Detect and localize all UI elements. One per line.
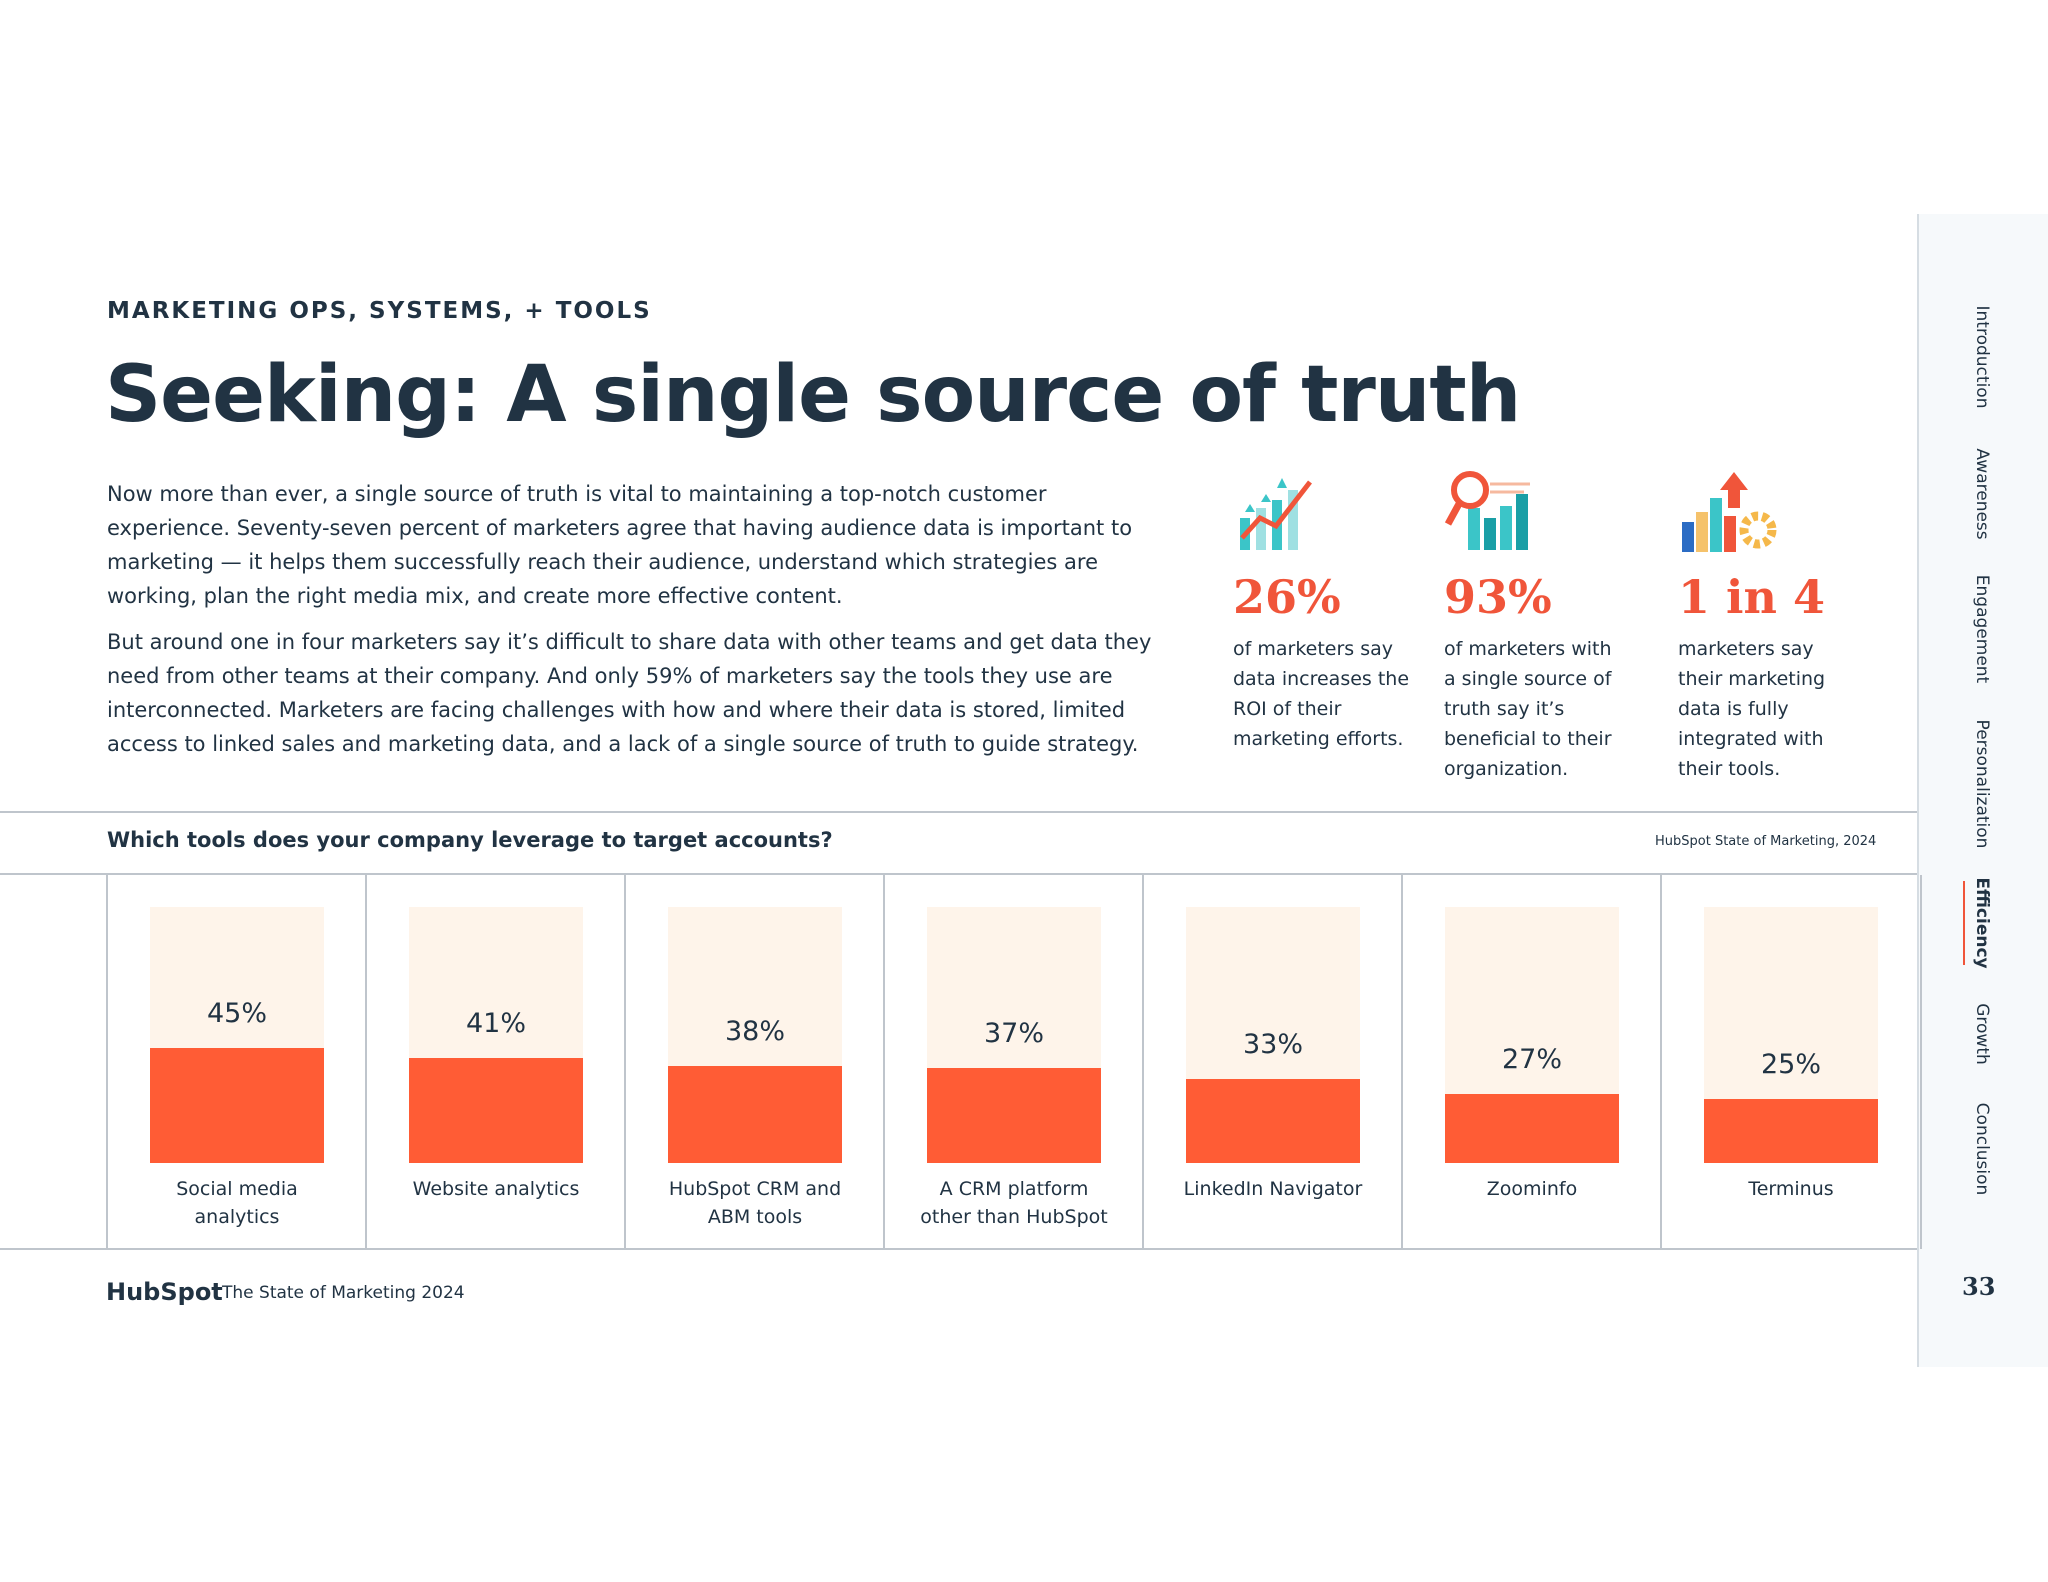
sidebar	[1917, 214, 2048, 1367]
page-title: Seeking: A single source of truth	[105, 350, 1521, 440]
chart-title: Which tools does your company leverage t…	[107, 828, 833, 852]
category-label: A CRM platform other than HubSpot	[920, 1178, 1108, 1228]
chart-cell: 25% Terminus	[1660, 875, 1922, 1249]
nav-item[interactable]: Engagement	[1972, 574, 1992, 684]
nav-item[interactable]: Growth	[1972, 1003, 1992, 1065]
divider	[0, 811, 1917, 813]
divider	[0, 873, 1917, 875]
category-label: LinkedIn Navigator	[1183, 1178, 1363, 1200]
category-label: Social media analytics	[176, 1178, 298, 1228]
stat-text: marketers say their marketing data is fu…	[1678, 638, 1826, 780]
bar	[1186, 1078, 1360, 1163]
chart-cell: 45% Social media analytics	[106, 875, 366, 1249]
bar-track: 41%	[409, 907, 583, 1163]
value-label: 37%	[983, 1018, 1044, 1050]
category-label: Terminus	[1748, 1178, 1834, 1200]
value-label: 45%	[206, 997, 267, 1029]
bar	[1445, 1093, 1619, 1163]
bar	[1704, 1099, 1878, 1163]
stat-figure: 93%	[1444, 570, 1552, 624]
category-label: Website analytics	[412, 1178, 580, 1200]
logo: HubSpot	[106, 1278, 223, 1306]
bar-track: 33%	[1186, 907, 1360, 1163]
bar-track: 45%	[150, 907, 324, 1163]
section-label: MARKETING OPS, SYSTEMS, + TOOLS	[107, 298, 652, 324]
value-label: 38%	[724, 1015, 785, 1047]
chart-cell: 27% Zoominfo	[1401, 875, 1661, 1249]
bar	[927, 1068, 1101, 1163]
chart-cell: 33% LinkedIn Navigator	[1142, 875, 1402, 1249]
category-label: Zoominfo	[1486, 1178, 1578, 1200]
paragraph: But around one in four marketers say it’…	[107, 630, 1152, 756]
bar	[668, 1065, 842, 1163]
paragraph: Now more than ever, a single source of t…	[107, 482, 1133, 608]
nav-item[interactable]: Introduction	[1972, 305, 1992, 409]
stat-text: of marketers say data increases the ROI …	[1233, 638, 1410, 750]
bar-track: 27%	[1445, 907, 1619, 1163]
nav-item[interactable]: Conclusion	[1972, 1102, 1992, 1196]
bar	[150, 1047, 324, 1163]
bar-track: 37%	[927, 907, 1101, 1163]
nav-item[interactable]: Awareness	[1972, 448, 1992, 540]
growth-icon	[1240, 478, 1312, 550]
nav-item[interactable]: Efficiency	[1972, 877, 1992, 969]
stat-figure: 26%	[1233, 570, 1341, 624]
stat-figure: 1 in 4	[1678, 570, 1825, 624]
publication: The State of Marketing 2024	[222, 1283, 465, 1303]
page-number: 33	[1962, 1272, 1996, 1301]
value-label: 41%	[465, 1008, 526, 1040]
chart-source: HubSpot State of Marketing, 2024	[1655, 834, 1877, 849]
value-label: 27%	[1501, 1043, 1562, 1075]
bar-track: 25%	[1704, 907, 1878, 1163]
chart-cell: 38% HubSpot CRM and ABM tools	[624, 875, 884, 1249]
category-label: HubSpot CRM and ABM tools	[668, 1178, 842, 1228]
divider	[0, 1248, 1917, 1250]
chart-cell: 41% Website analytics	[365, 875, 625, 1249]
integration-icon	[1682, 472, 1777, 552]
chart-cell: 37% A CRM platform other than HubSpot	[883, 875, 1143, 1249]
value-label: 33%	[1242, 1028, 1303, 1060]
nav-item[interactable]: Personalization	[1972, 719, 1992, 849]
search-icon	[1444, 471, 1530, 550]
bar	[409, 1058, 583, 1163]
bar-track: 38%	[668, 907, 842, 1163]
stat-text: of marketers with a single source of tru…	[1444, 638, 1612, 780]
value-label: 25%	[1760, 1049, 1821, 1080]
nav-indicator	[1963, 881, 1965, 965]
